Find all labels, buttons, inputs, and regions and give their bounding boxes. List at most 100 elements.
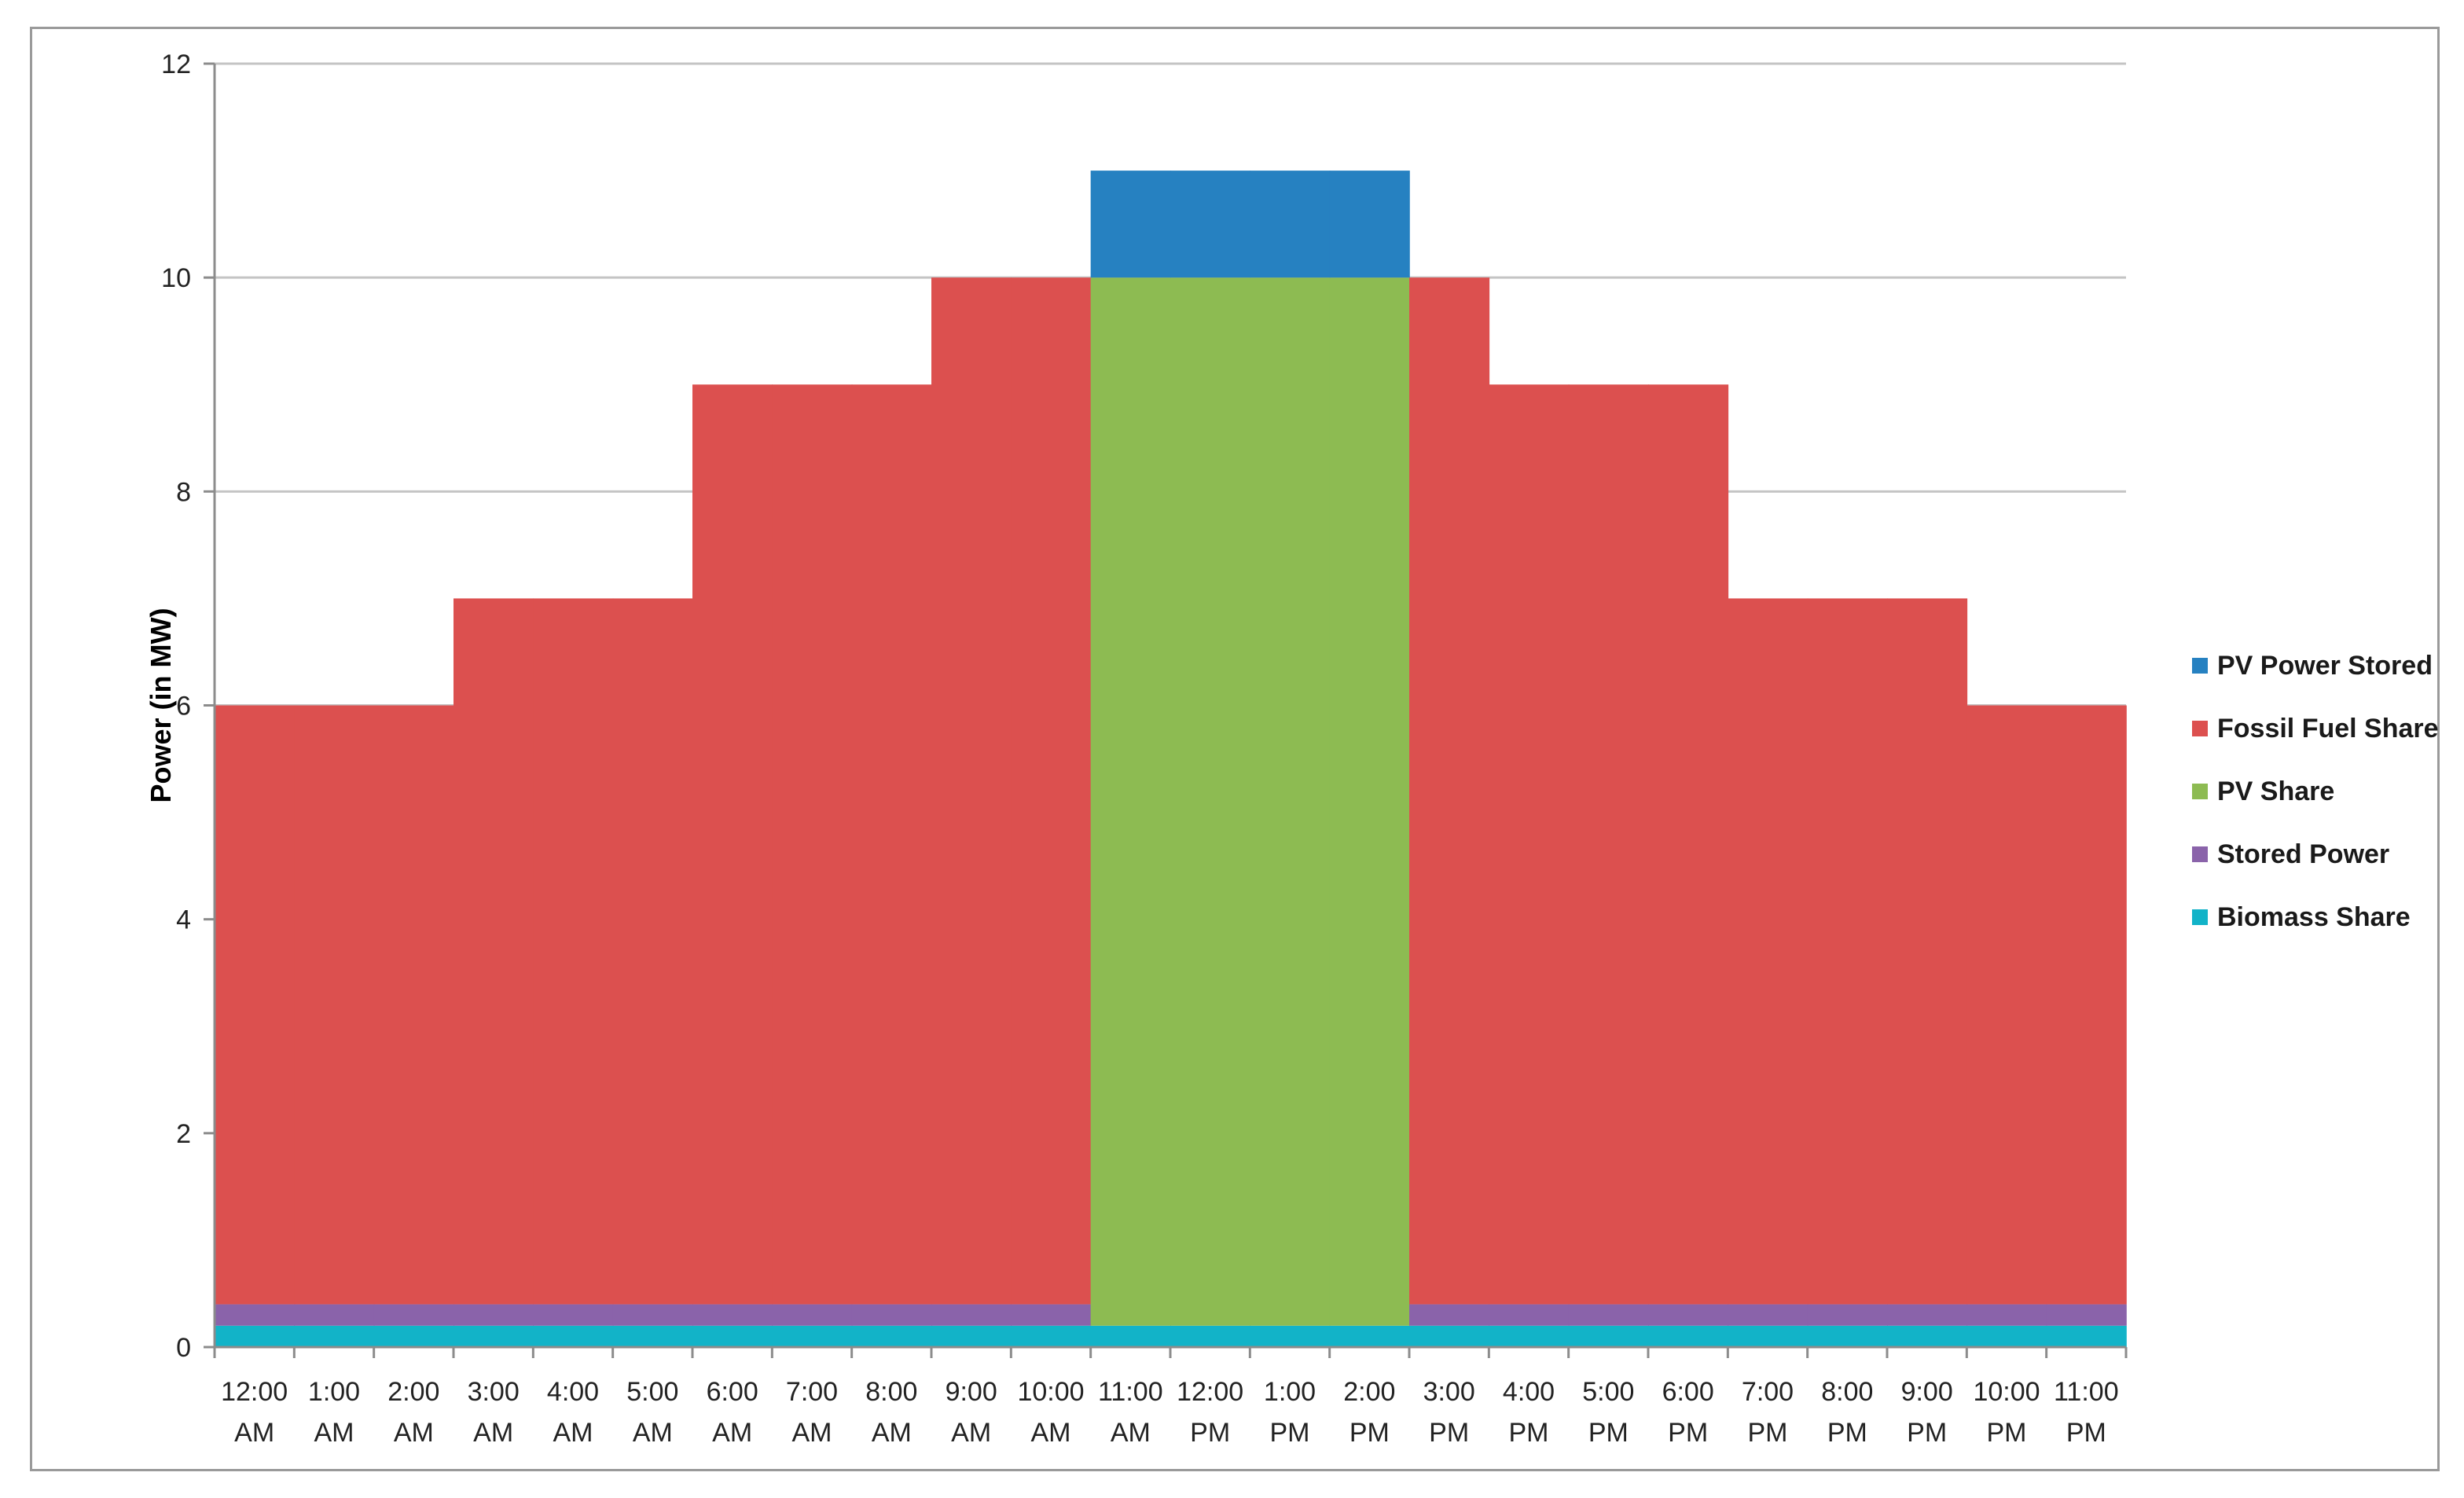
area-segment-pv-power-stored [1090,171,1171,278]
x-tick-time: 11:00 [2054,1377,2119,1407]
area-segment-stored-power [373,1304,454,1326]
area-segment-stored-power [1728,1304,1809,1326]
x-tick-time: 9:00 [1901,1377,1953,1407]
area-segment-fossil-fuel-share [1011,277,1092,1305]
x-tick-label: 10:00 PM [1973,1377,2040,1448]
area-segment-biomass-share [1966,1325,2047,1347]
area-segment-fossil-fuel-share [533,598,614,1305]
area-segment-stored-power [851,1304,932,1326]
x-tick-period: PM [1668,1418,1708,1448]
x-tick-time: 2:00 [1343,1377,1395,1407]
x-tick-label: 3:00 PM [1423,1377,1475,1448]
x-tick-label: 6:00 AM [707,1377,758,1448]
x-tick-label: 7:00 AM [786,1377,838,1448]
legend-item-pv-share: PV Share [2192,760,2439,823]
legend-item-fossil-fuel-share: Fossil Fuel Share [2192,697,2439,760]
area-segment-biomass-share [1250,1325,1331,1347]
legend-item-pv-power-stored: PV Power Stored [2192,634,2439,697]
x-tick-label: 6:00 PM [1662,1377,1714,1448]
x-tick-period: PM [1190,1418,1230,1448]
x-tick-label: 4:00 PM [1503,1377,1555,1448]
x-tick-time: 7:00 [1742,1377,1794,1407]
area-segment-stored-power [2046,1304,2127,1326]
area-segment-fossil-fuel-share [294,705,375,1305]
area-segment-biomass-share [851,1325,932,1347]
area-segment-biomass-share [1807,1325,1888,1347]
x-tick-label: 1:00 AM [308,1377,360,1448]
x-tick-period: PM [1350,1418,1390,1448]
area-segment-biomass-share [931,1325,1012,1347]
area-segment-biomass-share [1011,1325,1092,1347]
x-tick-label: 9:00 PM [1901,1377,1953,1448]
x-tick-period: PM [1509,1418,1549,1448]
area-segment-fossil-fuel-share [2046,705,2127,1305]
x-tick-time: 1:00 [308,1377,360,1407]
y-tick-label: 0 [176,1333,191,1363]
x-tick-period: AM [1031,1418,1071,1448]
x-tick-period: PM [1827,1418,1867,1448]
legend-swatch [2192,846,2208,862]
x-tick-time: 1:00 [1264,1377,1316,1407]
x-tick-time: 10:00 [1017,1377,1084,1407]
x-tick-time: 3:00 [1423,1377,1475,1407]
area-segment-stored-power [454,1304,534,1326]
area-segment-stored-power [1648,1304,1729,1326]
legend-swatch [2192,721,2208,736]
area-segment-biomass-share [294,1325,375,1347]
x-tick-period: PM [1270,1418,1310,1448]
x-tick-period: AM [951,1418,991,1448]
x-tick-label: 7:00 PM [1742,1377,1794,1448]
area-segment-fossil-fuel-share [931,277,1012,1305]
legend-label: Fossil Fuel Share [2217,713,2439,743]
legend-swatch [2192,658,2208,674]
y-tick-label: 8 [176,477,191,507]
x-tick-period: PM [1429,1418,1469,1448]
x-tick-period: AM [473,1418,513,1448]
area-segment-stored-power [1887,1304,1968,1326]
area-segment-biomass-share [373,1325,454,1347]
area-segment-stored-power [1011,1304,1092,1326]
x-tick-label: 8:00 AM [865,1377,917,1448]
legend-swatch [2192,784,2208,799]
area-segment-biomass-share [1648,1325,1729,1347]
legend-swatch [2192,909,2208,925]
area-segment-biomass-share [533,1325,614,1347]
x-tick-period: AM [792,1418,832,1448]
x-tick-period: AM [872,1418,912,1448]
area-segment-stored-power [294,1304,375,1326]
x-tick-label: 3:00 AM [468,1377,520,1448]
area-segment-biomass-share [2046,1325,2127,1347]
area-segment-stored-power [215,1304,296,1326]
area-segment-stored-power [1489,1304,1570,1326]
x-tick-label: 12:00 AM [221,1377,288,1448]
area-segment-biomass-share [215,1325,296,1347]
legend-label: Stored Power [2217,839,2390,869]
x-tick-period: PM [1588,1418,1629,1448]
x-tick-time: 6:00 [707,1377,758,1407]
legend-label: Biomass Share [2217,901,2411,932]
x-tick-label: 2:00 AM [387,1377,439,1448]
x-tick-period: AM [234,1418,274,1448]
x-tick-label: 5:00 AM [626,1377,678,1448]
x-tick-time: 5:00 [626,1377,678,1407]
area-segment-stored-power [1409,1304,1490,1326]
x-tick-time: 8:00 [1821,1377,1873,1407]
area-segment-stored-power [612,1304,693,1326]
area-segment-stored-power [1966,1304,2047,1326]
legend-item-biomass-share: Biomass Share [2192,886,2439,949]
area-segment-stored-power [931,1304,1012,1326]
area-segment-pv-power-stored [1329,171,1410,278]
area-segment-fossil-fuel-share [1728,598,1809,1305]
x-tick-time: 12:00 [221,1377,288,1407]
area-segment-fossil-fuel-share [1489,384,1570,1305]
area-segment-fossil-fuel-share [373,705,454,1305]
y-tick-label: 10 [161,263,191,293]
x-tick-period: AM [394,1418,434,1448]
x-tick-time: 9:00 [946,1377,997,1407]
x-tick-period: PM [1987,1418,2027,1448]
area-segment-biomass-share [1409,1325,1490,1347]
x-tick-period: PM [2066,1418,2106,1448]
area-segment-biomass-share [1728,1325,1809,1347]
x-tick-period: AM [712,1418,752,1448]
x-tick-time: 3:00 [468,1377,520,1407]
